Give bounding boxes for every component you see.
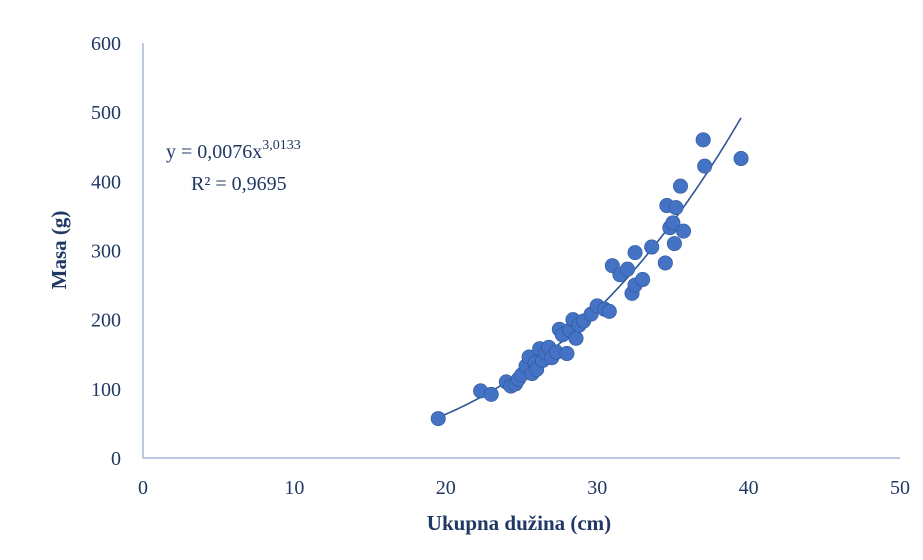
equation-base: y = 0,0076x — [166, 141, 262, 163]
data-point — [733, 151, 749, 167]
data-point — [697, 158, 713, 174]
x-tick-label: 10 — [284, 477, 304, 499]
y-axis-title: Masa (g) — [47, 211, 71, 290]
y-tick-label: 200 — [91, 310, 121, 332]
y-tick-labels: 0 100 200 300 400 500 600 — [91, 33, 121, 470]
y-tick-label: 100 — [91, 379, 121, 401]
y-tick-label: 400 — [91, 171, 121, 193]
axes — [142, 43, 900, 459]
x-axis-title: Ukupna dužina (cm) — [427, 511, 611, 535]
x-tick-label: 50 — [890, 477, 910, 499]
data-point — [657, 255, 673, 271]
data-point — [644, 239, 660, 255]
data-point — [568, 330, 584, 346]
data-point — [666, 236, 682, 252]
data-point — [619, 261, 635, 277]
r-squared-label: R² = 0,9695 — [191, 173, 287, 195]
x-tick-label: 30 — [587, 477, 607, 499]
data-point — [668, 200, 684, 216]
y-tick-label: 300 — [91, 241, 121, 263]
data-point — [675, 223, 691, 239]
y-tick-label: 0 — [111, 448, 121, 470]
trendline-equation: y = 0,0076x3,0133 — [166, 138, 301, 163]
data-point — [601, 303, 617, 319]
data-points — [430, 132, 749, 427]
equation-exponent: 3,0133 — [262, 138, 301, 153]
data-point — [627, 245, 643, 261]
data-point — [559, 346, 575, 362]
x-tick-label: 40 — [739, 477, 759, 499]
data-point — [672, 178, 688, 194]
data-point — [483, 386, 499, 402]
data-point — [695, 132, 711, 148]
data-point — [665, 215, 681, 231]
data-point — [430, 411, 446, 427]
y-tick-label: 600 — [91, 33, 121, 55]
data-point — [635, 272, 651, 288]
x-tick-labels: 0 10 20 30 40 50 — [138, 477, 910, 499]
x-tick-label: 20 — [436, 477, 456, 499]
x-tick-label: 0 — [138, 477, 148, 499]
y-tick-label: 500 — [91, 102, 121, 124]
